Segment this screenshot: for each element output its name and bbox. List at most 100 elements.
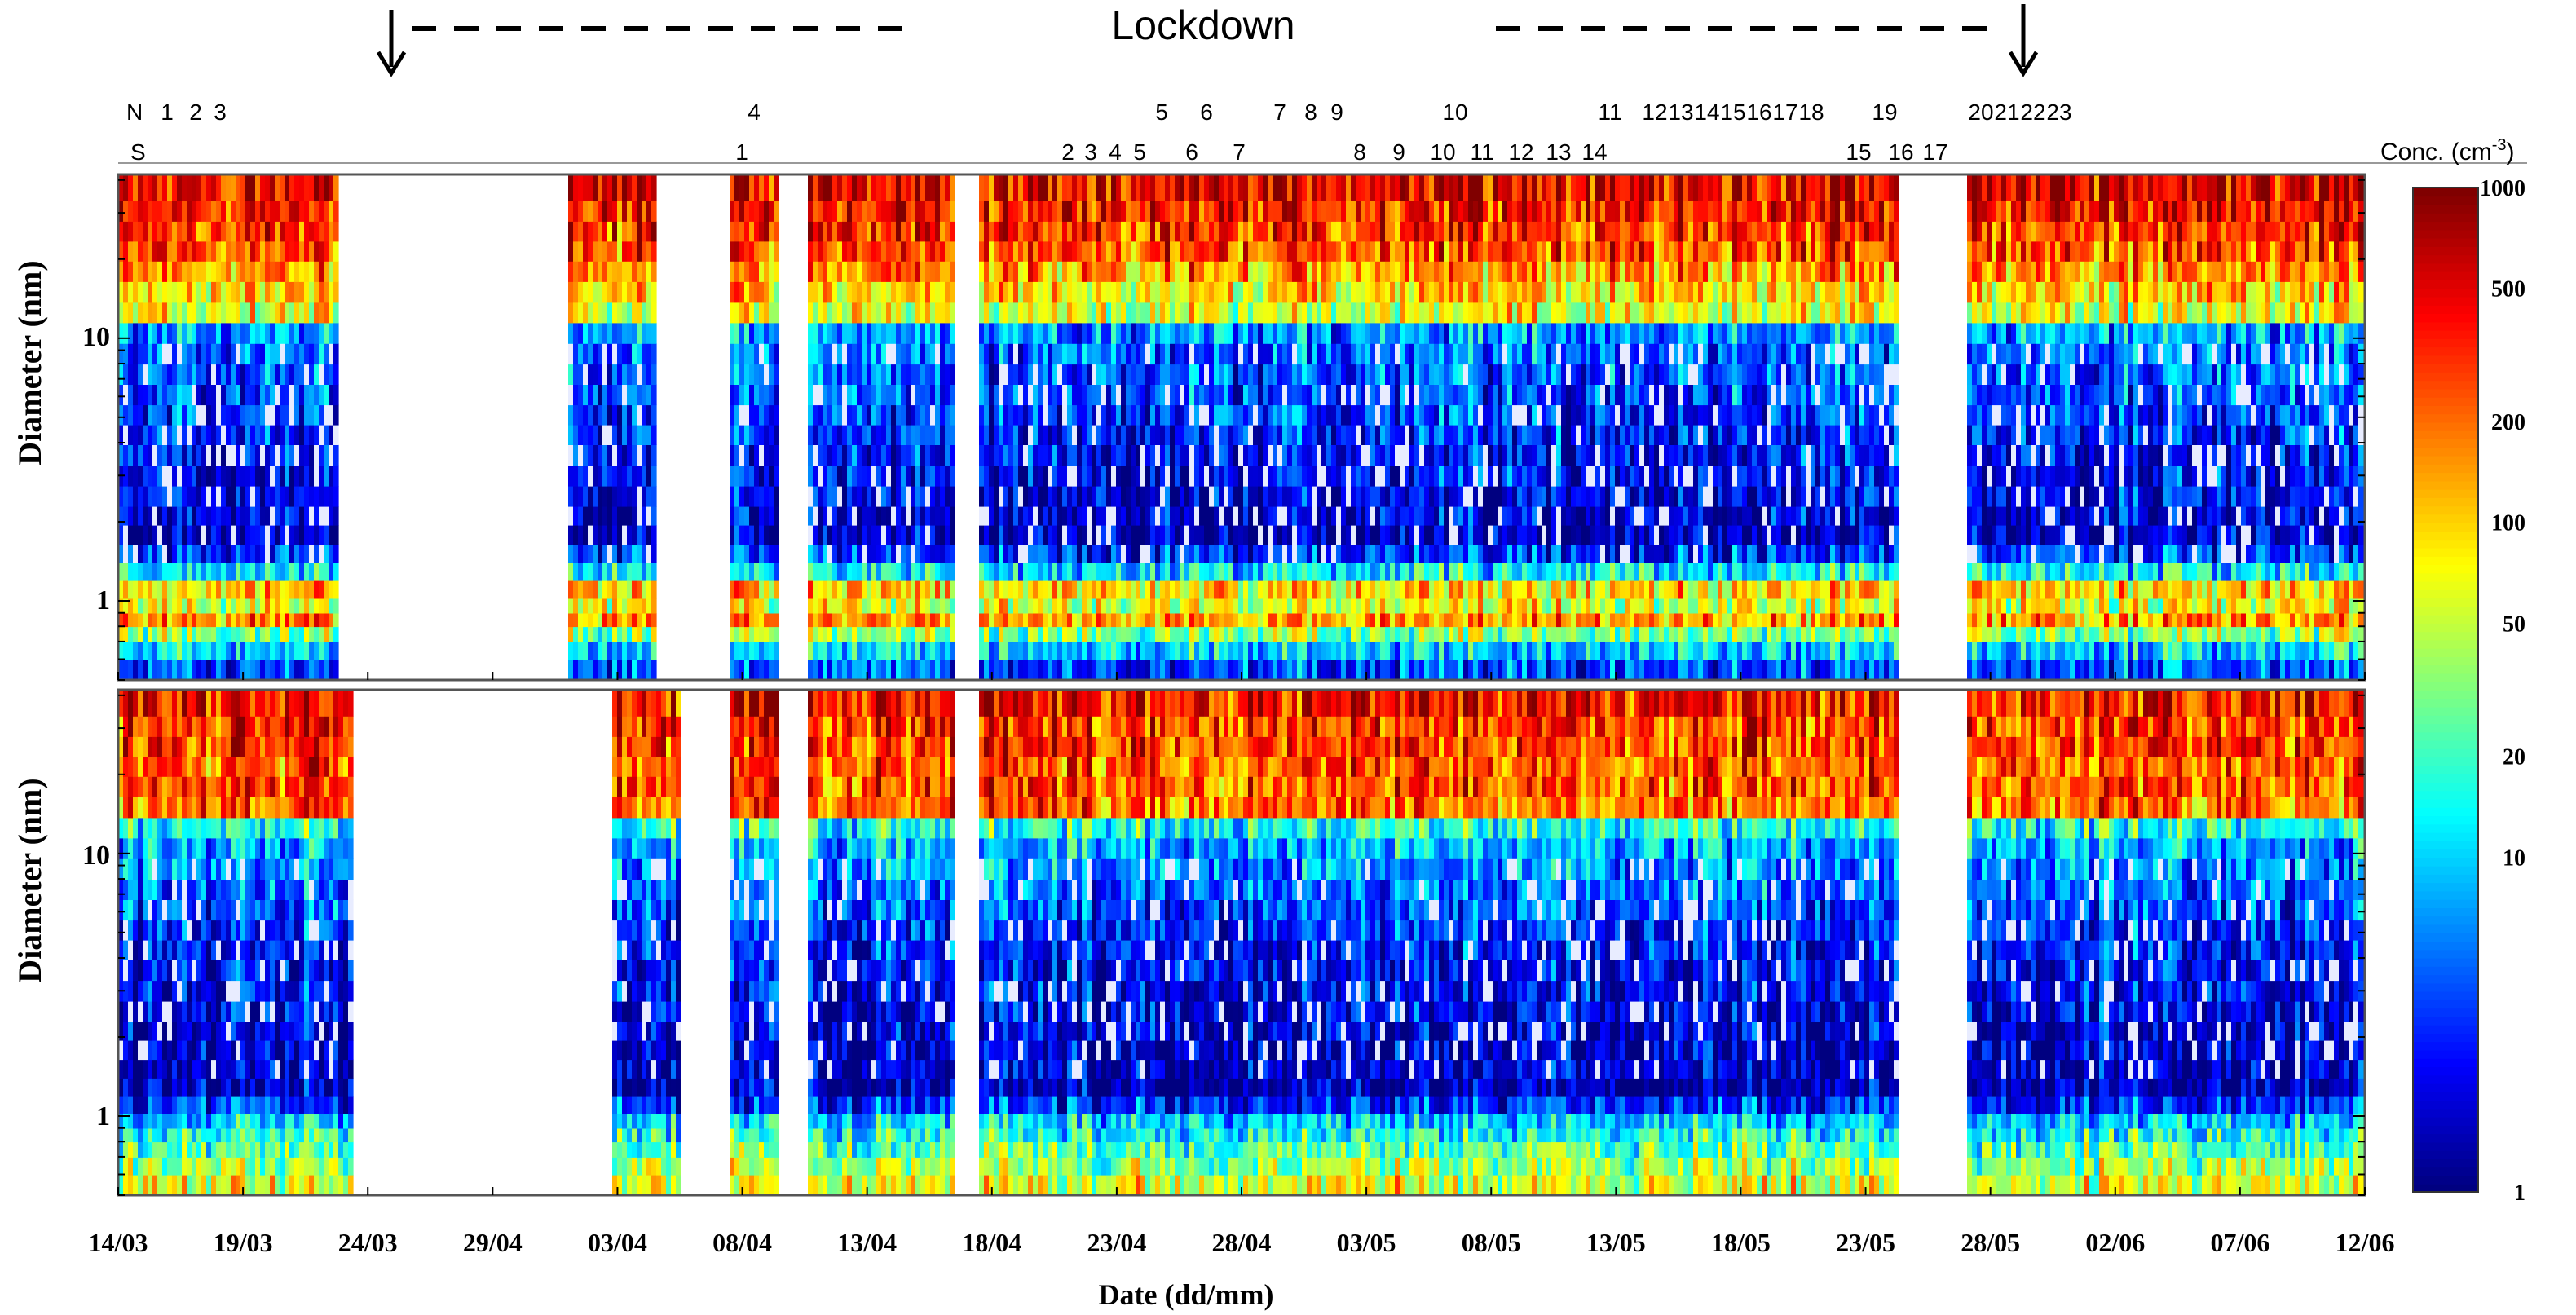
heatmap-cell [187,241,192,262]
heatmap-cell [123,364,129,385]
heatmap-cell [1375,506,1381,526]
heatmap-cell [593,525,598,545]
heatmap-cell [1204,343,1210,364]
heatmap-cell [837,323,843,344]
heatmap-cell [818,466,823,487]
heatmap-cell [1292,506,1298,526]
heatmap-cell [1101,466,1107,487]
heatmap-cell [1194,642,1200,660]
heatmap-cell [749,241,755,262]
heatmap-cell [1385,466,1391,487]
heatmap-cell [881,506,887,526]
heatmap-cell [187,613,192,627]
heatmap-cell [1351,563,1356,580]
heatmap-cell [240,364,246,385]
heatmap-cell [1106,241,1112,262]
heatmap-cell [1302,613,1308,627]
heatmap-cell [123,221,129,241]
heatmap-cell [617,506,623,526]
heatmap-cell [1101,174,1107,201]
heatmap-cell [319,425,324,445]
heatmap-cell [852,241,858,262]
heatmap-cell [1273,302,1278,324]
heatmap-cell [593,384,598,405]
heatmap-cell [1375,384,1381,405]
heatmap-cell [167,364,173,385]
heatmap-cell [1253,405,1259,426]
heatmap-cell [1082,281,1087,302]
heatmap-cell [940,323,946,344]
heatmap-cell [167,343,173,364]
heatmap-cell [1292,525,1298,545]
heatmap-cell [333,545,339,563]
heatmap-cell [1346,642,1352,660]
heatmap-cell [123,506,129,526]
heatmap-cell [231,201,236,222]
heatmap-cell [1150,598,1156,614]
heatmap-cell [1238,221,1244,241]
heatmap-cell [979,302,985,324]
heatmap-cell [1248,563,1254,580]
heatmap-cell [1199,174,1205,201]
heatmap-cell [837,261,843,282]
heatmap-cell [627,221,633,241]
heatmap-cell [275,444,280,466]
heatmap-cell [1121,425,1127,445]
heatmap-cell [617,525,623,545]
heatmap-cell [1385,174,1391,201]
heatmap-cell [1370,343,1376,364]
heatmap-cell [1126,660,1131,681]
heatmap-cell [187,343,192,364]
heatmap-cell [1268,425,1273,445]
heatmap-cell [236,221,241,241]
heatmap-cell [1033,241,1039,262]
heatmap-cell [1228,506,1234,526]
heatmap-cell [915,405,921,426]
event-label-north: 16 [1746,99,1771,125]
heatmap-cell [1057,563,1063,580]
heatmap-cell [749,580,755,599]
heatmap-cell [304,364,310,385]
heatmap-cell [1194,486,1200,507]
heatmap-cell [1238,525,1244,545]
heatmap-cell [588,384,593,405]
heatmap-cell [1380,174,1386,201]
heatmap-cell [280,302,285,324]
heatmap-cell [1082,364,1087,385]
heatmap-cell [813,444,818,466]
heatmap-cell [231,241,236,262]
heatmap-cell [1052,425,1058,445]
heatmap-cell [852,221,858,241]
heatmap-cell [999,343,1004,364]
heatmap-cell [823,545,828,563]
heatmap-cell [1131,466,1136,487]
heatmap-cell [994,343,999,364]
heatmap-cell [167,425,173,445]
heatmap-cell [196,405,202,426]
heatmap-cell [730,466,735,487]
heatmap-cell [152,506,158,526]
heatmap-cell [568,545,574,563]
heatmap-cell [827,580,833,599]
heatmap-cell [1131,323,1136,344]
heatmap-cell [1038,281,1043,302]
heatmap-cell [1150,563,1156,580]
heatmap-cell [1370,580,1376,599]
heatmap-cell [240,506,246,526]
heatmap-cell [754,221,760,241]
heatmap-cell [862,261,867,282]
heatmap-cell [1180,660,1185,681]
heatmap-cell [128,525,134,545]
heatmap-cell [1008,384,1014,405]
heatmap-cell [1243,613,1249,627]
heatmap-cell [270,486,276,507]
heatmap-cell [1175,506,1180,526]
heatmap-cell [935,598,941,614]
heatmap-cell [730,525,735,545]
heatmap-cell [319,444,324,466]
heatmap-cell [1395,221,1400,241]
heatmap-cell [1365,323,1371,344]
heatmap-cell [1209,343,1215,364]
heatmap-cell [617,580,623,599]
heatmap-cell [734,174,740,201]
